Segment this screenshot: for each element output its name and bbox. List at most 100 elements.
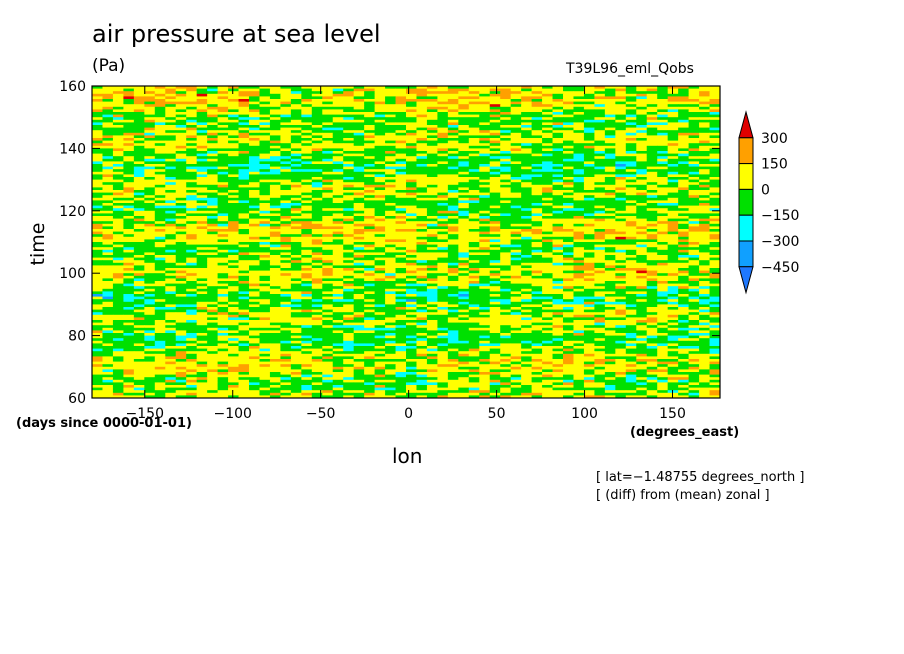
heatmap-cell: [112, 148, 124, 152]
heatmap-cell: [301, 270, 313, 274]
heatmap-cell: [416, 106, 428, 110]
heatmap-cell: [280, 203, 292, 206]
heatmap-cell: [416, 255, 428, 258]
heatmap-cell: [280, 138, 292, 141]
heatmap-cell: [92, 231, 103, 235]
heatmap-cell: [426, 161, 438, 165]
heatmap-cell: [479, 281, 491, 284]
heatmap-cell: [353, 104, 365, 108]
heatmap-cell: [165, 239, 177, 243]
heatmap-cell: [385, 239, 396, 243]
heatmap-cell: [269, 231, 281, 235]
heatmap-cell: [437, 223, 449, 227]
heatmap-cell: [332, 213, 344, 217]
heatmap-cell: [510, 255, 522, 258]
heatmap-cell: [709, 119, 721, 123]
heatmap-cell: [552, 229, 564, 232]
heatmap-cell: [657, 148, 669, 152]
heatmap-cell: [667, 234, 679, 238]
heatmap-cell: [406, 153, 417, 157]
heatmap-cell: [458, 190, 470, 193]
heatmap-cell: [521, 270, 532, 274]
heatmap-cell: [500, 174, 512, 178]
heatmap-cell: [489, 187, 501, 191]
heatmap-cell: [709, 106, 721, 110]
heatmap-cell: [489, 197, 501, 201]
heatmap-cell: [238, 96, 250, 100]
heatmap-cell: [468, 106, 480, 110]
heatmap-cell: [500, 171, 512, 175]
heatmap-cell: [123, 166, 135, 170]
heatmap-cell: [657, 203, 669, 206]
heatmap-cell: [416, 291, 428, 295]
heatmap-cell: [364, 281, 375, 284]
heatmap-cell: [563, 88, 574, 92]
heatmap-cell: [531, 257, 543, 261]
heatmap-cell: [154, 294, 166, 297]
heatmap-cell: [165, 283, 177, 287]
heatmap-cell: [144, 148, 156, 152]
heatmap-cell: [290, 262, 302, 266]
heatmap-cell: [489, 252, 501, 256]
heatmap-cell: [500, 164, 512, 167]
heatmap-cell: [123, 252, 135, 256]
heatmap-cell: [238, 273, 250, 277]
heatmap-cell: [322, 268, 334, 271]
heatmap-cell: [709, 130, 721, 134]
heatmap-cell: [343, 218, 355, 222]
heatmap-cell: [573, 239, 585, 243]
heatmap-cell: [583, 234, 595, 238]
heatmap-cell: [552, 192, 564, 196]
heatmap-cell: [437, 130, 449, 134]
heatmap-cell: [144, 208, 156, 212]
heatmap-cell: [510, 122, 522, 126]
heatmap-cell: [385, 195, 396, 199]
heatmap-cell: [688, 119, 700, 123]
heatmap-cell: [311, 148, 323, 152]
heatmap-cell: [207, 203, 218, 206]
heatmap-cell: [259, 265, 271, 269]
heatmap-cell: [500, 114, 512, 118]
heatmap-cell: [406, 270, 417, 274]
heatmap-cell: [678, 231, 689, 235]
heatmap-cell: [133, 210, 145, 214]
heatmap-cell: [112, 112, 124, 115]
heatmap-cell: [406, 101, 417, 105]
heatmap-cell: [636, 88, 648, 92]
heatmap-cell: [322, 242, 334, 245]
heatmap-cell: [688, 109, 700, 113]
heatmap-cell: [563, 192, 574, 196]
heatmap-cell: [290, 247, 302, 251]
heatmap-cell: [311, 221, 323, 225]
heatmap-cell: [406, 275, 417, 279]
heatmap-cell: [186, 117, 198, 121]
heatmap-cell: [186, 299, 198, 303]
heatmap-cell: [709, 283, 721, 287]
heatmap-cell: [353, 171, 365, 175]
heatmap-cell: [301, 257, 313, 261]
heatmap-cell: [144, 99, 156, 102]
heatmap-cell: [395, 166, 407, 170]
heatmap-cell: [573, 114, 585, 118]
heatmap-cell: [437, 179, 449, 183]
heatmap-cell: [92, 286, 103, 290]
heatmap-cell: [196, 93, 208, 97]
heatmap-cell: [416, 151, 428, 154]
heatmap-cell: [667, 161, 679, 165]
heatmap-cell: [657, 151, 669, 154]
heatmap-cell: [217, 184, 229, 188]
heatmap-cell: [489, 213, 501, 217]
heatmap-cell: [594, 210, 606, 214]
heatmap-cell: [583, 273, 595, 277]
heatmap-cell: [186, 106, 198, 110]
heatmap-cell: [217, 153, 229, 157]
heatmap-cell: [563, 257, 574, 261]
heatmap-cell: [604, 166, 616, 170]
heatmap-cell: [395, 135, 407, 139]
heatmap-cell: [688, 268, 700, 271]
heatmap-cell: [709, 221, 721, 225]
chart-title: air pressure at sea level: [92, 20, 381, 48]
heatmap-cell: [343, 203, 355, 206]
heatmap-cell: [207, 281, 218, 284]
heatmap-cell: [228, 127, 239, 131]
